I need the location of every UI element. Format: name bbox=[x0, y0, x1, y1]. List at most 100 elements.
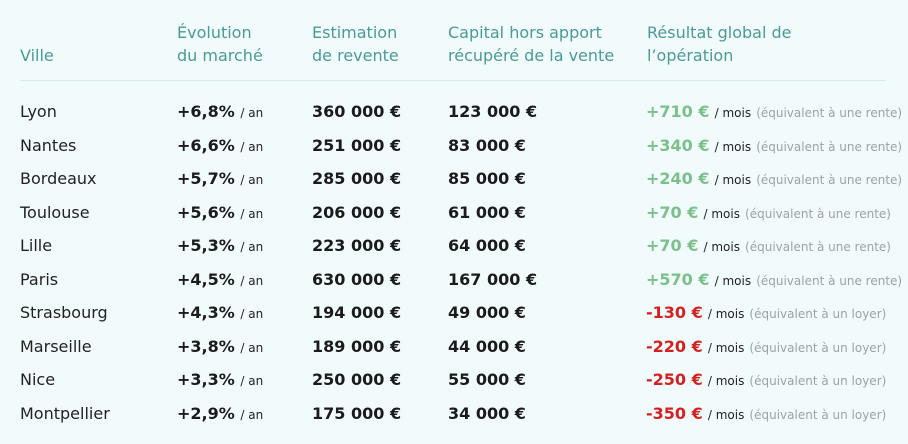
cell-evolution: +3,8% / an bbox=[177, 330, 263, 365]
resultat-amount: +710 € bbox=[646, 102, 710, 121]
resultat-amount: +70 € bbox=[646, 236, 699, 255]
cell-evolution: +2,9% / an bbox=[177, 397, 263, 432]
header-estimation-line2: de revente bbox=[312, 46, 399, 65]
evolution-unit: / an bbox=[240, 173, 264, 187]
cell-ville: Nice bbox=[20, 370, 56, 389]
cell-capital: 55 000 € bbox=[448, 370, 526, 389]
cell-ville: Nantes bbox=[20, 135, 77, 155]
resultat-note: (équivalent à une rente) bbox=[745, 240, 891, 254]
header-ville: Ville bbox=[20, 44, 54, 67]
cell-estimation: 251 000 € bbox=[312, 135, 402, 155]
cell-ville: Lyon bbox=[20, 102, 57, 121]
cell-ville: Paris bbox=[20, 269, 59, 289]
cell-evolution: +6,6% / an bbox=[177, 129, 263, 164]
header-evolution-line2: du marché bbox=[177, 46, 263, 65]
cell-resultat: -350 € / mois (équivalent à un loyer) bbox=[646, 397, 886, 432]
cell-estimation: 175 000 € bbox=[312, 403, 402, 423]
cell-resultat: -220 € / mois (équivalent à un loyer) bbox=[646, 330, 886, 365]
evolution-unit: / an bbox=[240, 139, 264, 154]
evolution-unit: / an bbox=[240, 273, 264, 288]
resultat-amount: -220 € bbox=[646, 336, 703, 356]
cell-evolution: +3,3% / an bbox=[177, 363, 263, 398]
evolution-value: +5,3% bbox=[177, 236, 235, 255]
resultat-unit: / mois bbox=[707, 307, 745, 321]
resultat-amount: +570 € bbox=[646, 269, 710, 289]
cell-estimation: 285 000 € bbox=[312, 169, 402, 188]
resultat-note: (équivalent à un loyer) bbox=[749, 374, 887, 388]
header-capital: Capital hors apport récupéré de la vente bbox=[448, 21, 614, 67]
evolution-value: +6,6% bbox=[177, 135, 235, 155]
cell-ville: Strasbourg bbox=[20, 303, 108, 322]
resultat-unit: / mois bbox=[703, 206, 740, 221]
evolution-value: +5,7% bbox=[177, 169, 235, 188]
header-resultat-line1: Résultat global de bbox=[647, 23, 792, 42]
evolution-unit: / an bbox=[240, 340, 264, 355]
table-header: Ville Évolution du marché Estimation de … bbox=[20, 0, 886, 81]
header-evolution-line1: Évolution bbox=[177, 23, 252, 42]
table-row: Nantes +6,6% / an 251 000 € 83 000 € +340 € … bbox=[20, 129, 902, 164]
cell-estimation: 206 000 € bbox=[312, 202, 402, 222]
evolution-value: +4,5% bbox=[177, 269, 235, 289]
cell-capital: 34 000 € bbox=[448, 403, 526, 423]
table-row: Nice +3,3% / an 250 000 € 55 000 € -250 € / … bbox=[20, 363, 886, 397]
cell-evolution: +5,7% / an bbox=[177, 162, 263, 197]
header-evolution: Évolution du marché bbox=[177, 21, 263, 67]
table-row: Lyon +6,8% / an 360 000 € 123 000 € +710 € /… bbox=[20, 95, 902, 130]
cell-evolution: +4,3% / an bbox=[177, 296, 263, 331]
resultat-amount: +340 € bbox=[646, 135, 710, 155]
cell-capital: 64 000 € bbox=[448, 236, 526, 255]
resultat-unit: / mois bbox=[707, 340, 745, 355]
header-capital-line1: Capital hors apport bbox=[448, 23, 602, 42]
resultat-note: (équivalent à une rente) bbox=[745, 206, 891, 221]
table-row: Bordeaux +5,7% / an 285 000 € 85 000 € +240 … bbox=[20, 162, 902, 197]
resultat-unit: / mois bbox=[714, 273, 752, 288]
resultat-unit: / mois bbox=[714, 139, 752, 154]
cell-capital: 123 000 € bbox=[448, 102, 538, 121]
cell-estimation: 250 000 € bbox=[312, 370, 402, 389]
resultat-note: (équivalent à un loyer) bbox=[749, 340, 887, 355]
resultat-note: (équivalent à un loyer) bbox=[749, 407, 887, 422]
header-estimation-line1: Estimation bbox=[312, 23, 398, 42]
resultat-amount: -130 € bbox=[646, 303, 703, 322]
resultat-amount: -250 € bbox=[646, 370, 703, 389]
resultat-amount: +70 € bbox=[646, 202, 699, 222]
evolution-unit: / an bbox=[240, 374, 264, 388]
cell-ville: Toulouse bbox=[20, 202, 90, 222]
city-resale-table: Ville Évolution du marché Estimation de … bbox=[20, 0, 902, 431]
cell-resultat: +570 € / mois (équivalent à une rente) bbox=[646, 263, 902, 298]
evolution-unit: / an bbox=[240, 240, 264, 254]
resultat-amount: +240 € bbox=[646, 169, 710, 188]
cell-ville: Lille bbox=[20, 236, 53, 255]
resultat-note: (équivalent à une rente) bbox=[756, 173, 903, 187]
resultat-unit: / mois bbox=[714, 173, 752, 187]
cell-capital: 61 000 € bbox=[448, 202, 526, 222]
cell-estimation: 194 000 € bbox=[312, 303, 402, 322]
cell-estimation: 223 000 € bbox=[312, 236, 402, 255]
table-row: Strasbourg +4,3% / an 194 000 € 49 000 € -13… bbox=[20, 296, 886, 330]
cell-resultat: +240 € / mois (équivalent à une rente) bbox=[646, 162, 902, 197]
cell-capital: 85 000 € bbox=[448, 169, 526, 188]
header-resultat-line2: l’opération bbox=[647, 46, 734, 65]
cell-ville: Bordeaux bbox=[20, 169, 97, 188]
cell-capital: 83 000 € bbox=[448, 135, 526, 155]
resultat-note: (équivalent à un loyer) bbox=[749, 307, 887, 321]
cell-capital: 44 000 € bbox=[448, 336, 526, 356]
cell-evolution: +6,8% / an bbox=[177, 95, 263, 130]
evolution-value: +3,8% bbox=[177, 336, 235, 356]
evolution-unit: / an bbox=[240, 407, 264, 422]
cell-evolution: +5,6% / an bbox=[177, 196, 263, 231]
evolution-unit: / an bbox=[240, 206, 264, 221]
resultat-unit: / mois bbox=[707, 407, 745, 422]
table-row: Paris +4,5% / an 630 000 € 167 000 € +570 € … bbox=[20, 263, 902, 297]
cell-resultat: +70 € / mois (équivalent à une rente) bbox=[646, 196, 891, 231]
header-resultat: Résultat global de l’opération bbox=[647, 21, 791, 67]
cell-estimation: 630 000 € bbox=[312, 269, 402, 289]
evolution-value: +3,3% bbox=[177, 370, 235, 389]
table-row: Marseille +3,8% / an 189 000 € 44 000 € -220… bbox=[20, 330, 886, 364]
evolution-unit: / an bbox=[240, 307, 264, 321]
resultat-unit: / mois bbox=[714, 106, 752, 120]
cell-estimation: 360 000 € bbox=[312, 102, 402, 121]
table-row: Montpellier +2,9% / an 175 000 € 34 000 € -3… bbox=[20, 397, 886, 431]
cell-ville: Montpellier bbox=[20, 403, 110, 423]
header-estimation: Estimation de revente bbox=[312, 21, 399, 67]
